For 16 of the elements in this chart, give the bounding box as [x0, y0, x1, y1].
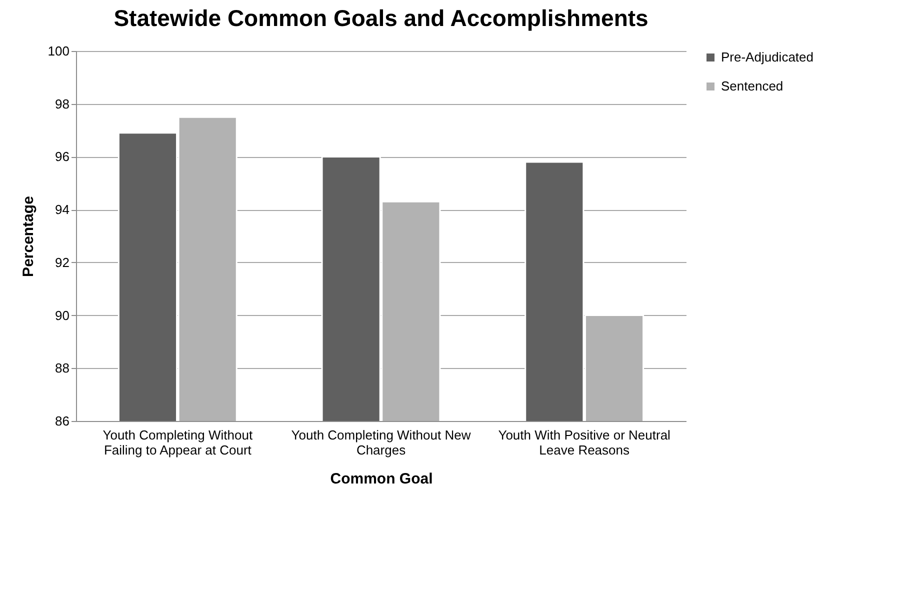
y-tick-label: 94: [55, 202, 70, 218]
legend-label: Sentenced: [721, 78, 784, 94]
x-axis-title: Common Goal: [330, 470, 433, 488]
y-tick-label: 88: [55, 360, 70, 376]
y-tick-label: 96: [55, 149, 70, 164]
y-tick-label: 86: [55, 414, 70, 428]
x-tick-label: Youth Completing Without New Charges: [291, 428, 472, 458]
y-tick-label: 98: [55, 96, 70, 112]
chart-title: Statewide Common Goals and Accomplishments: [114, 5, 648, 31]
legend-label: Pre-Adjudicated: [721, 50, 814, 64]
x-tick-label: Youth Completing Without Failing to Appear at Court: [102, 428, 253, 458]
x-tick-label: Youth With Positive or Neutral Leave Reasons: [498, 428, 671, 458]
y-tick-label: 92: [55, 254, 70, 270]
y-axis-title: Percentage: [20, 196, 37, 277]
y-tick-label: 100: [48, 44, 70, 58]
y-tick-label: 90: [55, 308, 70, 323]
